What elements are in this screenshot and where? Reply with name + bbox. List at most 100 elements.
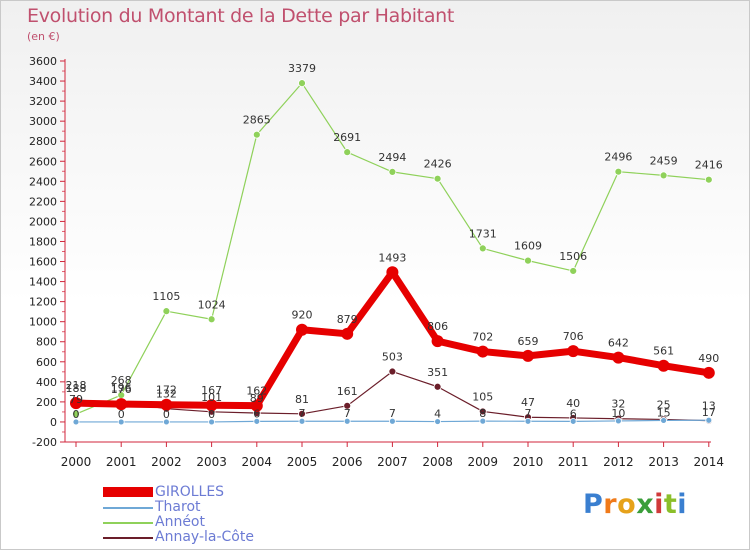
data-point-girolles: [567, 345, 580, 358]
data-point-tharot: [479, 417, 487, 425]
y-tick-label: 1400: [29, 276, 57, 289]
data-point-girolles: [612, 351, 625, 364]
data-point-tharot: [117, 418, 125, 426]
data-point-girolles: [115, 398, 128, 411]
data-point-annay-la-cote: [298, 409, 306, 418]
y-tick-label: 1800: [29, 235, 57, 248]
data-point-tharot: [298, 417, 306, 425]
data-label-anneot: 2496: [604, 151, 632, 164]
data-point-anneot: [72, 410, 80, 418]
data-point-tharot: [660, 417, 667, 424]
data-label-girolles: 706: [563, 330, 584, 343]
y-tick-label: 3200: [29, 95, 57, 108]
data-label-annay-la-cote: 32: [611, 398, 625, 411]
logo-letter: x: [636, 489, 655, 520]
data-point-tharot: [253, 417, 261, 425]
legend-label-annay-la-cote: Annay-la-Côte: [155, 529, 254, 545]
data-point-girolles: [160, 398, 173, 411]
data-label-tharot: 17: [702, 406, 716, 419]
data-label-tharot: 7: [299, 407, 306, 420]
data-label-girolles: 1493: [378, 251, 406, 264]
data-point-tharot: [615, 417, 622, 425]
y-tick-label: 3000: [29, 115, 57, 128]
logo-letter: i: [654, 489, 664, 520]
data-point-girolles: [657, 359, 670, 372]
series-line-anneot: [75, 82, 710, 415]
data-label-anneot: 3379: [288, 62, 316, 75]
data-label-girolles: 490: [698, 352, 719, 365]
data-point-anneot: [388, 167, 397, 176]
data-label-tharot: 0: [118, 408, 125, 421]
data-point-girolles: [250, 399, 263, 412]
data-label-tharot: 10: [611, 407, 625, 420]
y-tick-label: 1200: [29, 296, 57, 309]
data-label-anneot: 2691: [333, 131, 361, 144]
logo-letter: o: [617, 489, 637, 520]
data-label-annay-la-cote: 89: [250, 392, 264, 405]
data-label-annay-la-cote: 218: [66, 379, 87, 392]
data-point-girolles: [70, 397, 82, 410]
data-label-girolles: 806: [427, 320, 448, 333]
data-label-anneot: 2494: [378, 151, 406, 164]
data-label-anneot: 1105: [152, 290, 180, 303]
data-point-annay-la-cote: [478, 407, 487, 416]
data-point-girolles: [341, 327, 354, 340]
data-point-anneot: [478, 244, 487, 253]
data-point-anneot: [298, 79, 306, 88]
data-point-anneot: [569, 267, 578, 275]
data-label-anneot: 2416: [695, 159, 723, 172]
data-point-anneot: [343, 148, 352, 157]
logo-letter: t: [663, 489, 678, 520]
data-label-anneot: 268: [111, 374, 132, 387]
y-tick-label: -200: [32, 436, 57, 449]
data-label-girolles: 920: [292, 309, 313, 322]
data-point-tharot: [434, 418, 442, 425]
x-tick-label: 2005: [287, 455, 318, 469]
data-label-girolles: 659: [518, 335, 539, 348]
data-label-girolles: 702: [472, 331, 493, 344]
data-label-girolles: 879: [337, 313, 358, 326]
data-point-tharot: [72, 418, 80, 426]
logo-letter: i: [677, 489, 688, 520]
data-point-anneot: [207, 315, 216, 324]
data-label-tharot: 7: [344, 407, 351, 420]
data-label-annay-la-cote: 132: [156, 388, 177, 401]
data-label-girolles: 162: [246, 385, 267, 398]
data-point-annay-la-cote: [433, 382, 442, 391]
y-tick-label: 1000: [29, 316, 57, 329]
x-tick-label: 2011: [558, 455, 589, 469]
x-tick-label: 2007: [377, 455, 408, 469]
y-tick-label: 0: [50, 416, 57, 429]
y-tick-label: 1600: [29, 256, 57, 269]
data-point-anneot: [524, 256, 532, 265]
data-point-anneot: [252, 130, 261, 139]
data-point-girolles: [431, 335, 444, 348]
data-label-tharot: 8: [479, 407, 486, 420]
data-point-tharot: [343, 417, 351, 425]
logo-letter: P: [583, 489, 604, 520]
legend-swatch-girolles: [103, 487, 153, 497]
data-label-annay-la-cote: 196: [111, 381, 132, 394]
proxiti-logo: Proxiti: [583, 489, 687, 520]
data-label-girolles: 172: [156, 384, 177, 397]
data-label-annay-la-cote: 47: [521, 396, 535, 409]
data-label-annay-la-cote: 40: [566, 397, 580, 410]
data-label-tharot: 0: [208, 408, 215, 421]
data-label-anneot: 2426: [424, 158, 452, 171]
x-tick-label: 2009: [468, 455, 499, 469]
data-label-annay-la-cote: 81: [295, 393, 309, 406]
y-tick-label: 3400: [29, 75, 57, 88]
data-label-tharot: 0: [163, 408, 170, 421]
data-label-anneot: 2865: [243, 114, 271, 127]
data-label-annay-la-cote: 13: [702, 400, 716, 413]
x-tick-label: 2004: [242, 455, 273, 469]
data-point-tharot: [569, 417, 577, 425]
data-label-anneot: 1506: [559, 250, 587, 263]
x-tick-label: 2006: [332, 455, 363, 469]
data-label-tharot: 0: [73, 408, 80, 421]
legend-swatch-anneot: [103, 522, 153, 524]
legend-swatch-annay-la-cote: [103, 537, 153, 539]
x-tick-label: 2008: [422, 455, 453, 469]
data-label-girolles: 561: [653, 345, 674, 358]
